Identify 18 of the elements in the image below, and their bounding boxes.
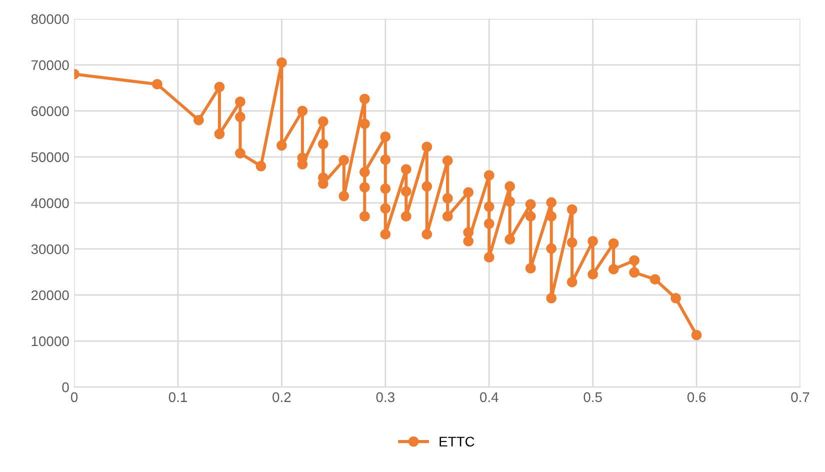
y-tick-label: 10000 [32,336,69,346]
x-tick-label: 0.5 [584,392,602,402]
x-tick-label: 0 [70,392,78,402]
y-tick-label: 50000 [31,152,69,162]
legend-label: ETTC [440,436,474,447]
x-tick-label: 0.7 [791,392,810,402]
x-tick-label: 0.1 [168,392,187,402]
x-tick-label: 0.6 [687,392,706,402]
y-tick-label: 20000 [31,290,69,300]
y-tick-label: 40000 [31,198,69,208]
x-tick-label: 0.2 [272,392,291,402]
y-tick-label: 80000 [31,14,69,24]
y-tick-label: 70000 [31,60,69,70]
y-tick-label: 30000 [31,244,69,254]
x-tick-label: 0.4 [480,392,498,402]
x-tick-label: 0.3 [376,392,394,402]
y-tick-label: 60000 [31,106,69,116]
y-tick-label: 0 [62,382,69,392]
